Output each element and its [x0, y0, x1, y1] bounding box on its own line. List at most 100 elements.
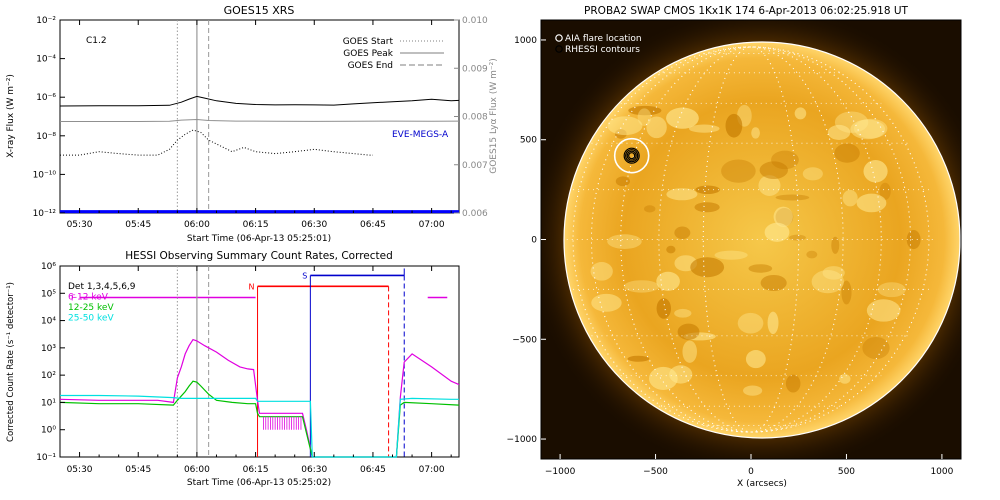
- rhessi-contour: [623, 147, 640, 164]
- surface-feature: [607, 116, 643, 136]
- hessi-flag-label: N: [249, 282, 255, 291]
- surface-feature: [760, 274, 787, 291]
- goes-y-axis-label-right: GOES15 Lyα Flux (W m⁻²): [489, 58, 499, 174]
- y-tick-label: 10⁻²: [36, 16, 56, 26]
- sun-limb: [563, 41, 961, 439]
- surface-feature: [690, 257, 725, 278]
- swap-y-tick-label: 1000: [514, 36, 537, 46]
- swap-y-tick-label: 0: [531, 236, 537, 246]
- goes-series-1: [60, 118, 460, 122]
- heliographic-grid: [566, 46, 936, 433]
- surface-feature: [802, 167, 823, 181]
- hessi-x-ticks: 05:30 05:45 06:00 06:15 06:30 06:45 07:00: [67, 266, 452, 475]
- surface-feature: [841, 280, 852, 305]
- surface-feature: [850, 119, 886, 140]
- y-tick-label: 10⁻⁴: [36, 55, 56, 65]
- surface-feature: [834, 143, 860, 163]
- surface-feature: [822, 266, 845, 280]
- y-tick-label: 10⁻¹⁰: [33, 170, 57, 180]
- longitude-line: [572, 46, 930, 433]
- x-tick-label: 05:30: [67, 465, 93, 475]
- surface-feature: [649, 366, 678, 391]
- surface-feature: [758, 175, 781, 196]
- surface-feature: [627, 355, 650, 362]
- goes-legend-label: GOES End: [348, 61, 393, 71]
- x-tick-label: 06:00: [184, 220, 210, 230]
- swap-y-ticks: −1000 −500 0 500 1000: [507, 36, 546, 445]
- swap-legend-label: RHESSI contours: [565, 45, 640, 55]
- surface-feature: [789, 234, 806, 241]
- x-tick-label: 06:00: [184, 465, 210, 475]
- y-tick-label: 10³: [41, 344, 56, 354]
- rhessi-contour: [628, 152, 636, 160]
- surface-feature: [623, 280, 660, 293]
- hessi-legend-label: Det 1,3,4,5,6,9: [68, 282, 136, 292]
- surface-feature: [743, 385, 763, 396]
- goes-event-lines: [176, 20, 210, 213]
- x-tick-label: 06:45: [360, 465, 386, 475]
- surface-feature: [666, 245, 676, 254]
- surface-feature: [862, 336, 890, 360]
- surface-feature: [863, 160, 888, 183]
- surface-feature: [591, 293, 622, 312]
- goes-x-ticks: 05:30 05:45 06:00 06:15 06:30 06:45 07:00: [67, 20, 452, 230]
- hessi-series-25-50-keV: [60, 394, 459, 458]
- goes-plot-frame: [59, 19, 460, 214]
- goes-series-2: [60, 129, 373, 156]
- surface-feature: [607, 234, 642, 249]
- swap-y-tick-label: −1000: [507, 435, 538, 445]
- surface-feature: [751, 127, 760, 139]
- surface-feature: [877, 282, 906, 298]
- surface-feature: [831, 236, 840, 254]
- hessi-legend-label: 12-25 keV: [68, 303, 114, 313]
- swap-y-tick-label: −500: [512, 335, 537, 345]
- hessi-legend-label: 6-12 keV: [68, 293, 109, 303]
- y-right-tick-label: 0.006: [462, 209, 488, 219]
- y-tick-label: 10⁻⁶: [36, 93, 56, 103]
- goes-legend-label: GOES Start: [343, 37, 394, 47]
- surface-feature: [674, 308, 692, 318]
- rhessi-contour: [625, 149, 639, 163]
- surface-feature: [856, 193, 887, 213]
- surface-feature: [785, 374, 801, 393]
- surface-feature: [725, 113, 743, 138]
- y-tick-label: 10⁻¹: [36, 453, 56, 463]
- swap-legend-marker: [555, 45, 563, 53]
- hessi-y-ticks: 10⁻¹ 10⁰ 10¹ 10² 10³ 10⁴ 10⁵ 10⁶: [36, 262, 65, 463]
- y-tick-label: 10⁶: [41, 262, 56, 272]
- x-tick-label: 07:00: [419, 465, 445, 475]
- x-tick-label: 05:45: [125, 220, 151, 230]
- swap-x-axis-label: X (arcsecs): [737, 479, 787, 489]
- x-tick-label: 05:30: [67, 220, 93, 230]
- surface-feature: [773, 206, 793, 227]
- y-tick-label: 10⁰: [41, 426, 56, 436]
- y-tick-label: 10⁵: [41, 289, 56, 299]
- hessi-title: HESSI Observing Summary Count Rates, Cor…: [125, 250, 393, 262]
- y-tick-label: 10⁻⁸: [36, 132, 56, 142]
- surface-feature: [745, 350, 766, 369]
- swap-x-tick-label: 1000: [930, 467, 953, 477]
- goes-eve-label: EVE-MEGS-A: [392, 130, 449, 140]
- goes-x-axis-label: Start Time (06-Apr-13 05:25:01): [187, 234, 331, 244]
- y-right-tick-label: 0.007: [462, 161, 488, 171]
- surface-feature: [775, 194, 810, 201]
- y-tick-label: 10⁴: [41, 317, 56, 327]
- swap-x-tick-label: −1000: [545, 467, 576, 477]
- surface-feature: [839, 374, 851, 384]
- surface-feature: [615, 176, 631, 187]
- swap-legend-marker: [555, 34, 563, 42]
- swap-legend-label: AIA flare location: [565, 34, 642, 44]
- surface-feature: [834, 111, 869, 133]
- goes-y-ticks-right: 0.006 0.007 0.008 0.009 0.010: [454, 16, 488, 219]
- y-tick-label: 10¹: [41, 398, 56, 408]
- swap-x-tick-label: 0: [748, 467, 754, 477]
- swap-title: PROBA2 SWAP CMOS 1Kx1K 174 6-Apr-2013 06…: [584, 5, 908, 17]
- goes-legend: GOES Start GOES Peak GOES End: [343, 37, 444, 71]
- longitude-line: [702, 46, 800, 433]
- aia-flare-location-circle: [613, 137, 650, 174]
- goes-legend-label: GOES Peak: [343, 49, 393, 59]
- surface-feature: [764, 222, 790, 242]
- swap-x-ticks: −1000 −500 0 500 1000: [545, 454, 954, 477]
